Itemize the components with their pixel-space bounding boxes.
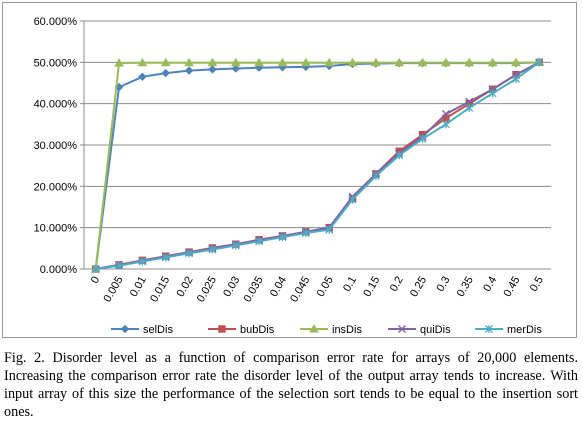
x-tick-label: 0.01 — [128, 275, 149, 300]
legend-label: quiDis — [420, 324, 451, 336]
legend-marker — [218, 325, 226, 333]
figure-caption: Fig. 2. Disorder level as a function of … — [4, 350, 578, 420]
data-point-selDis — [208, 65, 217, 74]
y-tick-label: 20.000% — [34, 181, 78, 193]
data-point-insDis — [207, 57, 218, 67]
data-point-insDis — [347, 57, 358, 67]
x-tick-label: 0.04 — [268, 275, 289, 300]
data-point-merDis — [231, 241, 240, 250]
x-tick-label: 0.035 — [242, 275, 266, 305]
x-tick-label: 0.025 — [195, 275, 219, 305]
y-tick-label: 0.000% — [40, 264, 78, 276]
x-tick-label: 0.02 — [175, 275, 196, 300]
data-point-insDis — [441, 57, 451, 67]
data-point-merDis — [278, 233, 287, 242]
series-line-merDis — [95, 61, 540, 270]
data-point-merDis — [535, 58, 544, 67]
line-chart: 0.000% 10.000% 20.000% 30.000% 40.000% 50.000… — [34, 16, 551, 336]
data-point-merDis — [512, 74, 520, 83]
y-tick-label: 30.000% — [34, 140, 78, 152]
y-tick-label: 40.000% — [34, 99, 78, 111]
data-point-insDis — [160, 57, 171, 67]
legend-item-insDis: insDis — [300, 323, 362, 336]
data-point-insDis — [137, 57, 148, 67]
data-point-merDis — [115, 261, 123, 270]
legend-label: bubDis — [240, 324, 275, 336]
data-point-quiDis — [465, 97, 474, 106]
data-point-insDis — [394, 57, 405, 67]
data-point-merDis — [488, 89, 497, 98]
data-point-merDis — [185, 249, 194, 258]
data-point-merDis — [348, 195, 357, 204]
data-point-merDis — [418, 134, 427, 143]
data-point-merDis — [138, 257, 147, 266]
legend-label: selDis — [143, 324, 173, 336]
legend-label: insDis — [332, 324, 362, 336]
data-point-insDis — [371, 57, 381, 67]
data-point-merDis — [255, 237, 264, 246]
data-point-merDis — [301, 229, 310, 238]
y-tick-label: 60.000% — [34, 16, 78, 28]
legend-marker — [309, 323, 319, 333]
data-point-insDis — [417, 57, 428, 67]
data-point-insDis — [324, 57, 335, 67]
chart-frame: 0.000% 10.000% 20.000% 30.000% 40.000% 50.000… — [2, 2, 577, 338]
x-tick-label: 0.15 — [361, 275, 382, 300]
data-point-merDis — [371, 172, 380, 180]
data-point-insDis — [464, 57, 475, 67]
legend-item-selDis: selDis — [111, 324, 173, 336]
x-tick-label: 0.1 — [341, 275, 359, 294]
data-point-selDis — [231, 64, 240, 73]
data-point-quiDis — [441, 109, 450, 119]
data-point-insDis — [487, 57, 498, 67]
x-tick-label: 0.5 — [528, 275, 546, 294]
data-point-selDis — [161, 68, 170, 78]
series-line-bubDis — [95, 61, 540, 270]
data-point-insDis — [511, 57, 521, 67]
data-point-insDis — [277, 57, 288, 67]
legend-item-quiDis: quiDis — [388, 324, 451, 336]
data-point-selDis — [184, 66, 194, 75]
x-tick-label: 0.015 — [148, 275, 172, 305]
legend-marker — [120, 324, 130, 334]
data-point-selDis — [138, 72, 147, 82]
data-point-insDis — [114, 58, 124, 67]
x-tick-label: 0.25 — [408, 275, 429, 300]
legend-label: merDis — [507, 324, 542, 336]
x-tick-label: 0.005 — [101, 275, 125, 305]
legend-marker — [397, 324, 407, 334]
data-point-insDis — [300, 57, 311, 67]
x-tick-label: 0.2 — [388, 275, 406, 294]
x-tick-label: 0.4 — [481, 275, 499, 294]
x-tick-label: 0.03 — [221, 275, 242, 300]
data-point-merDis — [441, 120, 450, 129]
y-tick-label: 50.000% — [34, 57, 78, 69]
x-tick-label: 0.45 — [501, 275, 522, 300]
data-point-insDis — [184, 57, 194, 67]
data-point-merDis — [208, 245, 217, 254]
x-tick-label: 0.045 — [288, 275, 312, 305]
series-line-selDis — [94, 61, 540, 270]
data-point-merDis — [325, 225, 334, 234]
x-tick-label: 0.05 — [315, 275, 336, 300]
x-tick-label: 0.35 — [455, 275, 476, 300]
data-point-merDis — [91, 265, 100, 273]
x-tick-label: 0 — [89, 275, 102, 286]
legend-item-bubDis: bubDis — [208, 324, 275, 336]
series-line-insDis — [94, 61, 540, 270]
legend-item-merDis: merDis — [475, 324, 542, 336]
data-point-merDis — [465, 103, 474, 112]
series-line-quiDis — [95, 61, 540, 270]
data-point-insDis — [230, 57, 241, 67]
data-point-insDis — [254, 57, 264, 67]
legend-marker — [485, 325, 493, 333]
y-tick-label: 10.000% — [34, 223, 78, 235]
x-tick-label: 0.3 — [434, 275, 452, 294]
data-point-merDis — [395, 151, 404, 160]
data-point-merDis — [161, 253, 170, 262]
